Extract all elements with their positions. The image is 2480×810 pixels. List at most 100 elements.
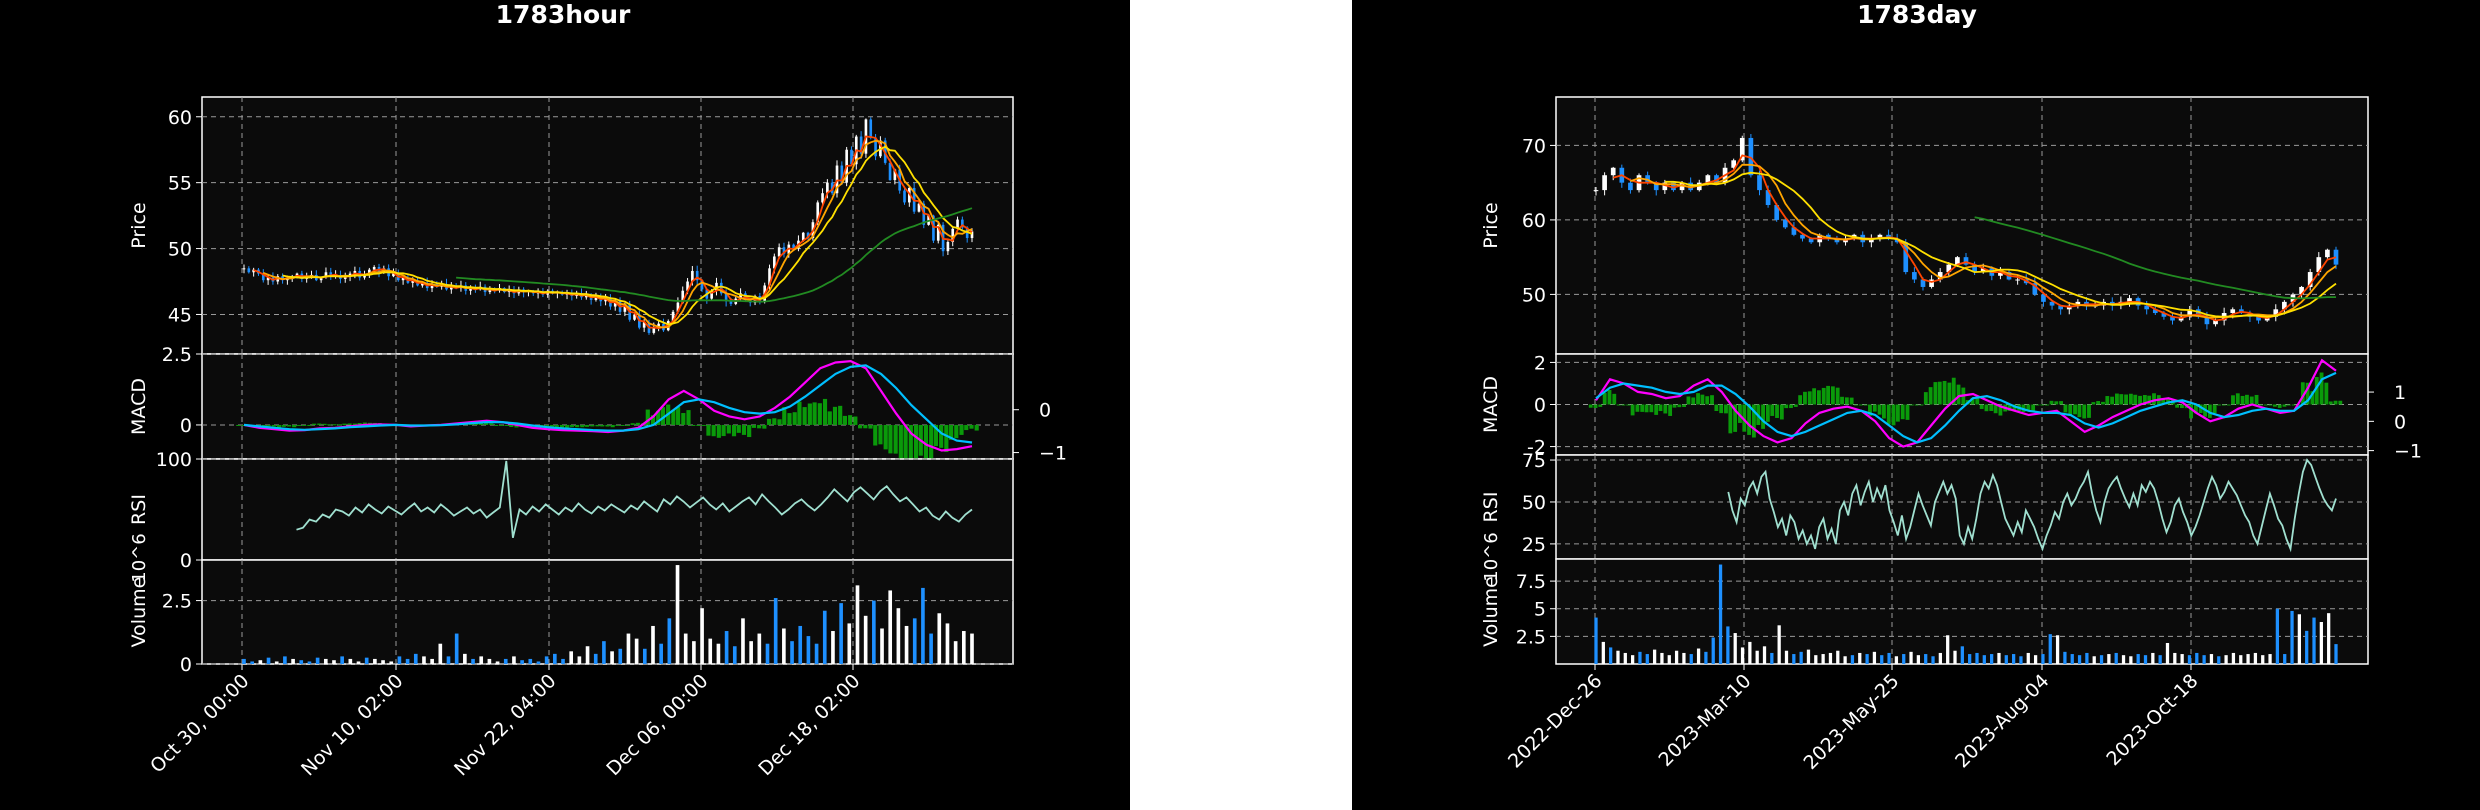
- volume-bar: [2070, 654, 2074, 664]
- volume-bar: [962, 631, 966, 664]
- volume-bar: [1894, 656, 1899, 664]
- candle-body: [850, 149, 853, 165]
- macd-histogram-bar: [1770, 404, 1775, 416]
- volume-bar: [1880, 655, 1884, 664]
- volume-bar: [2011, 654, 2016, 664]
- macd-histogram-bar: [2119, 394, 2124, 405]
- volume-bar: [970, 633, 974, 664]
- macd-macd-line: [1595, 358, 2337, 448]
- volume-bar: [610, 651, 614, 664]
- candle-body: [1774, 205, 1780, 220]
- macd-histogram-bar: [660, 407, 666, 425]
- candle-body: [1610, 167, 1616, 176]
- volume-bar: [1938, 652, 1942, 664]
- macd-histogram-bar: [2054, 401, 2059, 405]
- volume-bar: [2305, 630, 2309, 664]
- macd-histogram-bar: [1854, 404, 1858, 406]
- macd-histogram-bar: [1779, 404, 1784, 420]
- macd-histogram-bar: [484, 422, 489, 425]
- macd-histogram-bar: [2049, 400, 2054, 405]
- y-tick-label: 2.5: [162, 591, 192, 613]
- volume-bar: [1777, 625, 1781, 664]
- macd-histogram-bar: [741, 424, 747, 435]
- macd-histogram-bar: [2077, 404, 2082, 418]
- macd-histogram-bar: [721, 424, 726, 437]
- macd-histogram-bar: [898, 424, 903, 462]
- macd-histogram-bar: [1830, 386, 1835, 405]
- macd-histogram-bar: [1858, 404, 1863, 406]
- candle-body: [1782, 219, 1788, 228]
- macd-histogram-bar: [1784, 404, 1789, 409]
- volume-bar: [1982, 655, 1986, 664]
- macd-histogram-bar: [1654, 404, 1659, 415]
- candle-body: [1877, 234, 1883, 239]
- candle-body: [686, 281, 689, 291]
- macd-histogram-bar: [514, 424, 519, 428]
- macd-histogram-bar: [827, 411, 832, 425]
- y-tick-label: 0: [1534, 395, 1546, 417]
- candle-body: [430, 284, 434, 289]
- candle-body: [488, 289, 492, 293]
- macd-histogram-bar: [2217, 404, 2221, 406]
- y-tick-label: 25: [1522, 534, 1546, 556]
- macd-histogram-bar: [2138, 395, 2142, 405]
- macd-histogram-bar: [2291, 404, 2296, 406]
- y-tick-label: 100: [156, 449, 192, 471]
- macd-histogram-bar: [2212, 404, 2217, 414]
- volume-bar: [479, 656, 484, 664]
- macd-histogram-bar: [842, 415, 848, 425]
- volume-bar: [642, 648, 647, 664]
- volume-bar: [659, 643, 663, 664]
- candle-body: [2333, 249, 2339, 265]
- volume-bar: [2121, 655, 2126, 664]
- macd-histogram-bar: [494, 424, 499, 426]
- volume-bar: [1733, 633, 1737, 664]
- macd-histogram-bar: [2286, 404, 2291, 406]
- x-tick-label: 2023-Oct-18: [2102, 670, 2202, 770]
- volume-bar: [2290, 610, 2294, 664]
- macd-histogram-bar: [1672, 404, 1677, 408]
- volume-bar: [749, 641, 753, 664]
- candle-body: [1653, 182, 1659, 191]
- volume-bar: [405, 658, 410, 664]
- macd-histogram-bar: [757, 424, 762, 429]
- macd-histogram-bar: [1872, 404, 1877, 412]
- volume-bar: [2143, 655, 2148, 664]
- volume-bar: [471, 658, 475, 664]
- volume-bar: [1865, 654, 1869, 664]
- volume-bar: [332, 660, 336, 664]
- volume-bar: [618, 648, 623, 664]
- macd-histogram-bar: [706, 424, 711, 436]
- macd-histogram-bar: [1775, 404, 1779, 418]
- candle-body: [1757, 175, 1762, 191]
- candle-body: [859, 136, 863, 154]
- macd-histogram-bar: [1849, 397, 1854, 405]
- macd-histogram-bar: [1905, 404, 1910, 420]
- volume-bar: [422, 656, 426, 664]
- volume-bar: [2085, 652, 2089, 664]
- volume-bar: [2063, 651, 2067, 664]
- candle-body: [2204, 316, 2210, 325]
- volume-bar: [258, 660, 263, 664]
- macd-histogram-bar: [2045, 404, 2050, 406]
- macd-histogram-bar: [878, 424, 883, 445]
- macd-histogram-bar: [2268, 404, 2273, 406]
- volume-bar: [1902, 654, 1906, 664]
- x-tick-label: 2023-May-25: [1799, 670, 1903, 774]
- macd-histogram-bar: [292, 424, 297, 428]
- candle-body: [2213, 320, 2218, 325]
- macd-histogram-bar: [701, 424, 706, 426]
- volume-bar: [291, 658, 295, 664]
- candle-body: [1998, 272, 2003, 276]
- volume-bar: [757, 633, 762, 664]
- macd-histogram-bar: [2305, 382, 2310, 405]
- macd-histogram-bar: [1668, 404, 1673, 416]
- macd-histogram-bar: [474, 423, 479, 425]
- macd-histogram-bar: [1705, 396, 1710, 405]
- candle-body: [1602, 175, 1607, 191]
- candle-body: [961, 219, 964, 228]
- candle-body: [773, 256, 776, 269]
- y-right-tick-label: −1: [1039, 443, 1067, 465]
- candle-body: [329, 272, 333, 277]
